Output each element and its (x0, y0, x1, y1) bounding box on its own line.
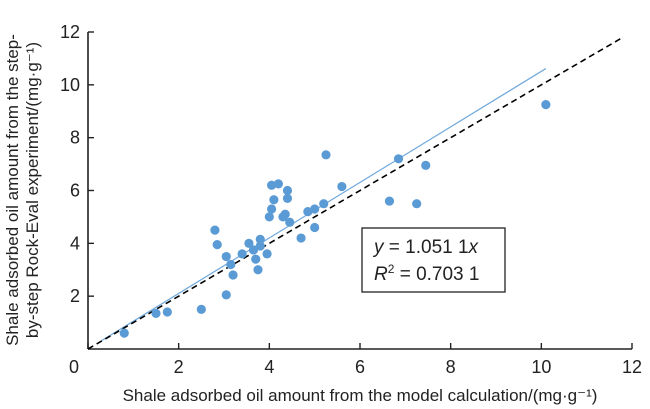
data-point (226, 259, 236, 270)
data-point (248, 245, 259, 255)
data-point (162, 307, 172, 317)
annotation-frame (361, 227, 506, 293)
data-point (319, 199, 329, 209)
data-point (282, 185, 293, 196)
data-point (221, 290, 231, 300)
data-point (282, 193, 293, 204)
data-point (280, 209, 290, 219)
data-point (285, 217, 295, 227)
x-tick-label: 6 (355, 357, 365, 377)
r-squared-label: R2 = 0.703 1 (374, 262, 479, 285)
data-point (310, 222, 320, 233)
annotation-box: y = 1.051 1x R2 = 0.703 1 (361, 227, 506, 293)
x-tick-label: 10 (531, 357, 551, 377)
x-tick-label: 12 (622, 357, 642, 377)
data-point (255, 241, 265, 251)
data-point (296, 233, 306, 243)
data-point (267, 180, 277, 190)
data-point (393, 154, 404, 164)
data-point (262, 249, 272, 259)
data-point (412, 199, 422, 209)
data-point (273, 179, 283, 189)
y-tick-label: 6 (70, 181, 80, 201)
data-point (541, 100, 551, 110)
data-point (269, 195, 279, 205)
data-point (119, 328, 129, 338)
data-point (253, 265, 263, 275)
equation-y: y (372, 237, 385, 258)
data-point (384, 196, 395, 206)
data-points (119, 100, 551, 338)
data-point (251, 254, 261, 264)
x-axis-label: Shale adsorbed oil amount from the model… (123, 386, 598, 405)
reference-line (87, 36, 624, 350)
data-point (228, 270, 238, 280)
y-tick-label: 12 (60, 22, 80, 42)
equation-x: x (468, 237, 480, 258)
r-symbol: R (374, 264, 388, 285)
data-point (310, 204, 320, 214)
data-point (255, 234, 265, 244)
data-point (244, 238, 254, 248)
y-axis-label-line1: Shale adsorbed oil amount from the step- (3, 34, 22, 346)
equation-value: = 1.051 1 (384, 237, 469, 258)
x-tick-label: 0 (69, 357, 79, 377)
x-tick-label: 2 (174, 357, 184, 377)
data-point (196, 304, 206, 314)
data-point (237, 249, 247, 259)
data-point (264, 212, 274, 222)
data-point (321, 150, 331, 160)
data-point (421, 160, 431, 171)
x-ticks: 0 2 4 6 8 10 12 (69, 343, 642, 377)
y-tick-label: 2 (70, 286, 80, 306)
data-point (210, 225, 220, 235)
data-point (221, 251, 231, 262)
r-value: = 0.703 1 (394, 264, 479, 285)
y-tick-label: 8 (70, 128, 80, 148)
y-axis-label-line2: by-step Rock-Eval experiment/(mg·g⁻¹) (23, 42, 42, 338)
x-tick-label: 4 (264, 357, 274, 377)
data-point (151, 308, 161, 318)
r-superscript: 2 (388, 262, 395, 276)
data-point (337, 181, 347, 192)
y-tick-label: 4 (70, 233, 80, 253)
equation-label: y = 1.051 1x (372, 237, 480, 258)
y-ticks: 2 4 6 8 10 12 (60, 22, 94, 306)
y-tick-label: 10 (60, 75, 80, 95)
x-tick-label: 8 (446, 357, 456, 377)
data-point (267, 204, 277, 214)
data-point (212, 240, 222, 250)
